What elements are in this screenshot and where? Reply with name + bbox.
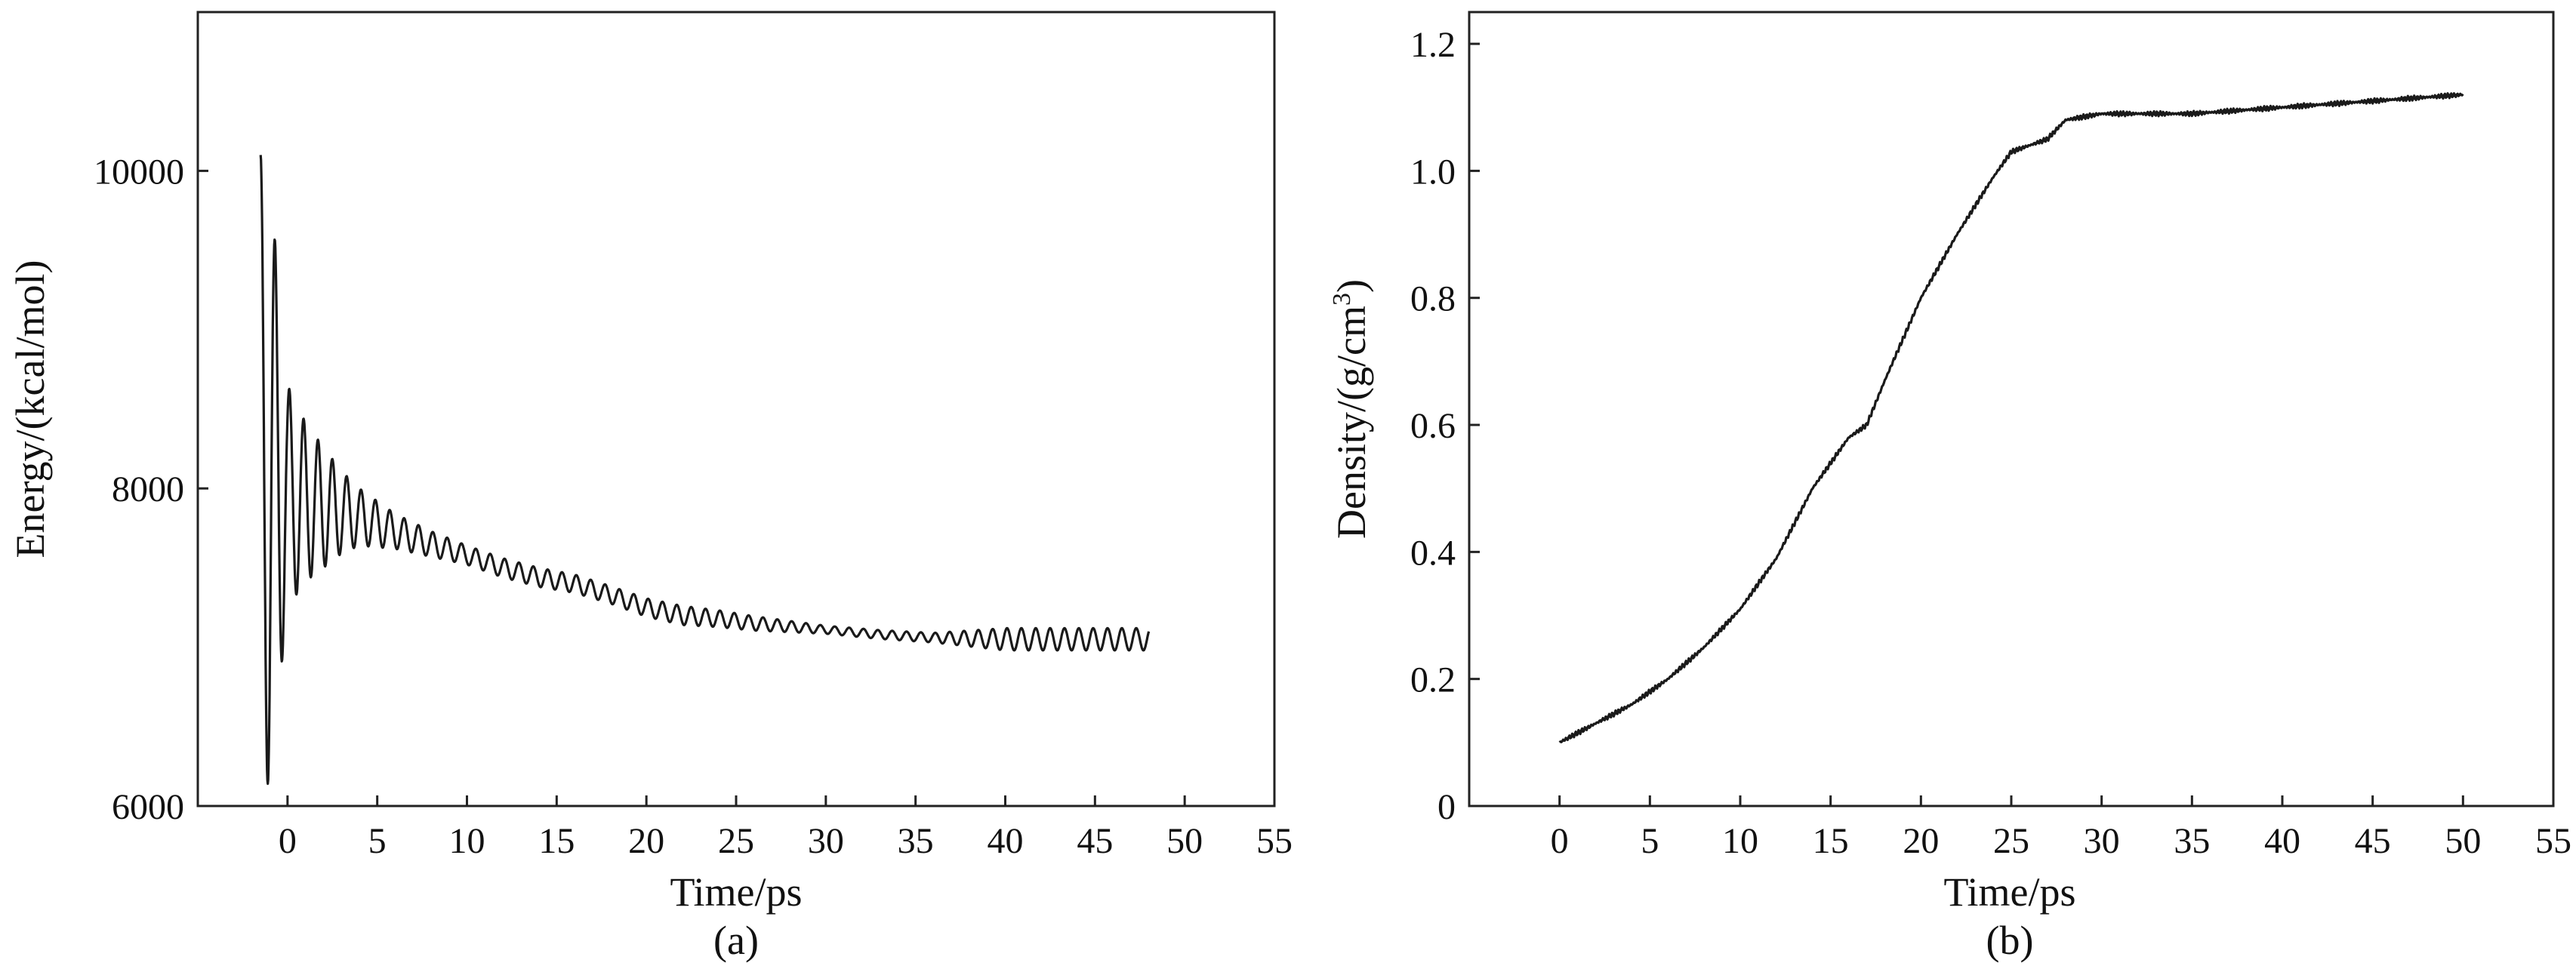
density-y-tick-label: 0.6	[1410, 406, 1456, 446]
energy-x-tick-label: 30	[808, 821, 844, 861]
density-x-tick-label: 30	[2084, 821, 2120, 861]
density-y-axis-title-sup: 3	[1328, 293, 1356, 306]
density-y-axis-title-prefix: Density/(g/cm	[1329, 306, 1374, 539]
density-y-tick-label: 0.8	[1410, 279, 1456, 319]
density-y-tick-label: 0.2	[1410, 660, 1456, 700]
energy-series-line	[259, 155, 1151, 786]
density-y-tick-label: 0	[1437, 787, 1456, 827]
density-x-tick-label: 50	[2445, 821, 2481, 861]
density-x-tick-label: 20	[1903, 821, 1939, 861]
density-x-tick-label: 55	[2535, 821, 2571, 861]
energy-x-axis-title: Time/ps	[670, 869, 802, 915]
density-x-tick-label: 45	[2355, 821, 2391, 861]
energy-x-tick-label: 55	[1256, 821, 1293, 861]
density-panel-label: (b)	[1986, 918, 2034, 963]
energy-x-tick-label: 25	[718, 821, 754, 861]
energy-y-tick-label: 6000	[112, 787, 184, 827]
energy-x-tick-label: 45	[1077, 821, 1113, 861]
energy-y-tick-label: 10000	[94, 152, 184, 192]
density-y-ticks: 0 0.2 0.4 0.6 0.8 1.0 1.2	[1410, 25, 1480, 827]
energy-panel-label: (a)	[713, 918, 759, 963]
energy-series	[259, 155, 1151, 786]
density-x-tick-label: 10	[1722, 821, 1758, 861]
density-x-tick-label: 5	[1641, 821, 1659, 861]
density-y-tick-label: 1.0	[1410, 152, 1456, 192]
density-series-line	[1558, 92, 2464, 743]
energy-x-tick-label: 10	[449, 821, 485, 861]
energy-chart: 0 5 10 15 20 25 30 35 40 45 50 55 6000 8000 10000 Tim…	[8, 11, 1293, 963]
energy-plot-frame	[196, 11, 1276, 807]
density-y-tick-label: 0.4	[1410, 533, 1456, 573]
energy-x-tick-label: 20	[628, 821, 664, 861]
density-x-tick-label: 0	[1551, 821, 1569, 861]
density-x-tick-label: 15	[1813, 821, 1849, 861]
energy-y-axis-title: Energy/(kcal/mol)	[8, 260, 53, 558]
density-x-axis-title: Time/ps	[1943, 869, 2075, 915]
density-y-tick-label: 1.2	[1410, 25, 1456, 65]
energy-x-tick-label: 40	[988, 821, 1024, 861]
energy-x-tick-label: 0	[279, 821, 297, 861]
energy-x-tick-label: 5	[368, 821, 387, 861]
density-chart: 0 5 10 15 20 25 30 35 40 45 50 55 0 0.2 0.4 0.6 0.8 1.0 1…	[1328, 11, 2571, 963]
density-x-tick-label: 40	[2264, 821, 2300, 861]
energy-y-tick-label: 8000	[112, 469, 184, 509]
energy-y-ticks: 6000 8000 10000	[94, 152, 208, 827]
energy-x-tick-label: 35	[898, 821, 934, 861]
density-series	[1558, 92, 2464, 743]
density-x-tick-label: 25	[1993, 821, 2029, 861]
density-x-ticks: 0 5 10 15 20 25 30 35 40 45 50 55	[1551, 795, 2571, 861]
density-x-tick-label: 35	[2174, 821, 2210, 861]
energy-x-tick-label: 50	[1166, 821, 1203, 861]
energy-x-tick-label: 15	[538, 821, 575, 861]
energy-x-ticks: 0 5 10 15 20 25 30 35 40 45 50 55	[279, 795, 1293, 861]
density-y-axis-title: Density/(g/cm3)	[1328, 279, 1374, 539]
density-plot-frame	[1468, 11, 2555, 807]
density-y-axis-title-suffix: )	[1329, 279, 1374, 293]
